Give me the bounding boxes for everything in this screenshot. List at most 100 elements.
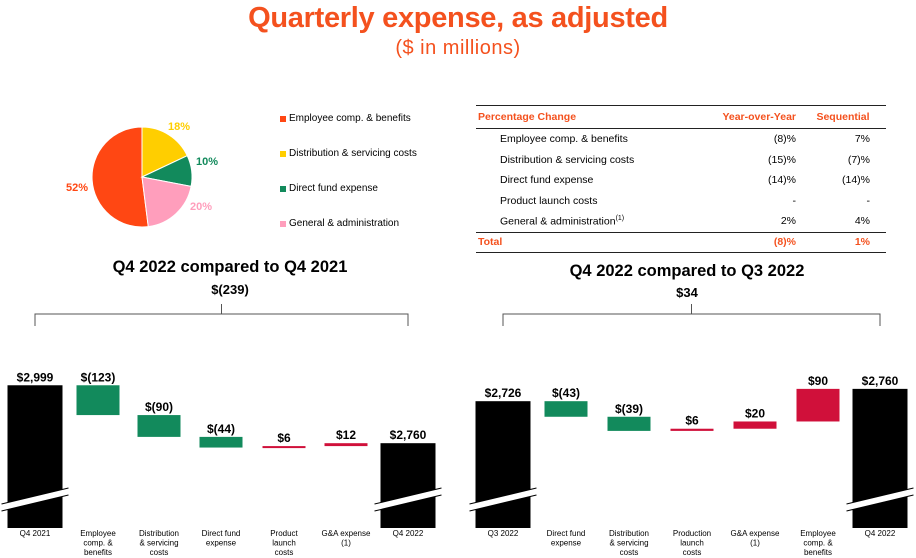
footnote-marker: (1) <box>615 215 625 222</box>
total-label: Total <box>476 231 716 253</box>
table-row: Distribution & servicing costs (15)% (7)… <box>476 150 886 171</box>
right-axis-break-line <box>846 487 914 512</box>
row-yoy: (14)% <box>767 174 796 187</box>
left-data-label: $(90) <box>145 400 173 414</box>
right-data-label: $6 <box>685 414 699 428</box>
waterfall-right-total: $34 <box>676 285 698 300</box>
left-category-label: G&A expense (1) <box>322 529 371 548</box>
table-row: Employee comp. & benefits (8)% 7% <box>476 129 886 150</box>
pie-slice-general <box>141 176 192 228</box>
table-header-row: Percentage Change Year-over-Year Sequent… <box>476 105 886 129</box>
legend-item-employee: Employee comp. & benefits <box>280 113 411 124</box>
right-data-label: $(43) <box>552 386 580 400</box>
left-bar-total <box>380 443 436 528</box>
legend-swatch-general <box>280 220 286 227</box>
table-total-row: Total (8)% 1% <box>476 231 886 253</box>
row-yoy: - <box>792 194 797 207</box>
page-title: Quarterly expense, as adjusted <box>248 2 668 34</box>
right-data-label: $20 <box>745 406 765 420</box>
legend-label-direct-fund: Direct fund expense <box>289 183 378 194</box>
right-bar-delta <box>733 421 777 429</box>
right-bar-delta <box>796 388 840 422</box>
left-data-label: $(123) <box>81 370 116 384</box>
table-header-yoy: Year-over-Year <box>716 105 800 129</box>
expense-pie-chart <box>91 126 193 228</box>
waterfall-chart-q4-vs-q4: $2,999 Q4 2021 $(123) Employee comp. & benefi… <box>1 304 442 557</box>
right-data-label: $2,760 <box>862 374 899 388</box>
right-bar-delta <box>607 416 651 431</box>
right-axis-break <box>846 488 914 511</box>
table-header-seq: Sequential <box>800 105 886 129</box>
pie-label-general: 20% <box>190 201 213 213</box>
pie-label-direct-fund: 10% <box>196 156 219 168</box>
row-yoy: (15)% <box>767 153 796 166</box>
waterfall-chart-q4-vs-q3: $2,726 Q3 2022 $(43) Direct fund expense $(39… <box>469 304 914 557</box>
percentage-change-table: Percentage Change Year-over-Year Sequent… <box>476 105 886 253</box>
right-bracket <box>502 304 881 326</box>
left-category-label: Distribution & servicing costs <box>139 529 179 557</box>
table-row: Direct fund expense (14)% (14)% <box>476 170 886 191</box>
right-category-label: Employee comp. & benefits <box>800 529 836 557</box>
pie-label-distribution: 18% <box>168 121 191 133</box>
row-label-text: General & administration <box>500 215 616 228</box>
pie-label-employee: 52% <box>66 182 89 194</box>
row-label: Direct fund expense <box>500 174 594 187</box>
left-axis-break-line <box>1 487 69 512</box>
left-bracket <box>34 304 409 326</box>
left-bar-delta <box>324 443 368 447</box>
left-bar-delta <box>137 415 181 437</box>
right-data-label: $90 <box>808 374 828 388</box>
pie-slice-distribution <box>141 126 188 178</box>
left-bar-delta <box>76 385 120 416</box>
left-bar-delta <box>262 446 306 449</box>
left-data-label: $2,760 <box>390 428 427 442</box>
left-category-label: Employee comp. & benefits <box>80 529 116 557</box>
right-category-label: Production launch costs <box>673 529 711 557</box>
pie-slice-employee <box>91 126 149 228</box>
table-row: General & administration(1) 2% 4% <box>476 211 886 232</box>
left-data-label: $2,999 <box>17 370 54 384</box>
left-category-label: Direct fund expense <box>202 529 241 548</box>
left-axis-break-line <box>374 487 442 512</box>
row-label: Product launch costs <box>500 194 598 207</box>
page-subtitle: ($ in millions) <box>395 37 521 59</box>
right-bar-delta <box>670 428 714 431</box>
row-seq: (14)% <box>841 174 870 187</box>
table-row: Product launch costs - - <box>476 191 886 212</box>
right-bar-total <box>475 401 531 528</box>
right-axis-break <box>469 488 537 511</box>
legend-label-employee: Employee comp. & benefits <box>289 113 411 124</box>
waterfall-left-title: Q4 2022 compared to Q4 2021 <box>112 258 348 276</box>
legend-swatch-direct-fund <box>280 185 286 192</box>
left-axis-break <box>374 488 442 511</box>
table-header-label: Percentage Change <box>476 105 716 129</box>
left-category-label: Product launch costs <box>270 529 298 557</box>
right-bar-delta <box>544 401 588 417</box>
right-category-label: Q4 2022 <box>865 529 896 538</box>
total-seq: 1% <box>800 231 886 253</box>
left-data-label: $12 <box>336 428 356 442</box>
legend-label-general: General & administration <box>289 218 400 229</box>
row-label: Distribution & servicing costs <box>500 153 635 166</box>
left-data-label: $6 <box>277 431 291 445</box>
legend-item-general: General & administration <box>280 218 399 229</box>
row-yoy: 2% <box>780 215 796 228</box>
left-axis-break <box>1 488 69 511</box>
row-label: General & administration(1) <box>476 211 716 232</box>
row-seq: 7% <box>854 133 870 146</box>
right-category-label: Q3 2022 <box>488 529 519 538</box>
legend-label-distribution: Distribution & servicing costs <box>289 148 417 159</box>
right-data-label: $2,726 <box>485 386 522 400</box>
waterfall-left-total: $(239) <box>211 282 249 297</box>
left-data-label: $(44) <box>207 422 235 436</box>
row-seq: 4% <box>854 215 870 228</box>
left-bar-delta <box>199 436 243 448</box>
legend-item-distribution: Distribution & servicing costs <box>280 148 417 159</box>
right-category-label: G&A expense (1) <box>731 529 780 548</box>
total-yoy: (8)% <box>716 231 800 253</box>
row-label: Employee comp. & benefits <box>500 133 628 146</box>
right-axis-break-line <box>469 487 537 512</box>
legend-item-direct-fund: Direct fund expense <box>280 183 378 194</box>
legend-swatch-employee <box>280 115 286 122</box>
right-category-label: Direct fund expense <box>547 529 586 548</box>
